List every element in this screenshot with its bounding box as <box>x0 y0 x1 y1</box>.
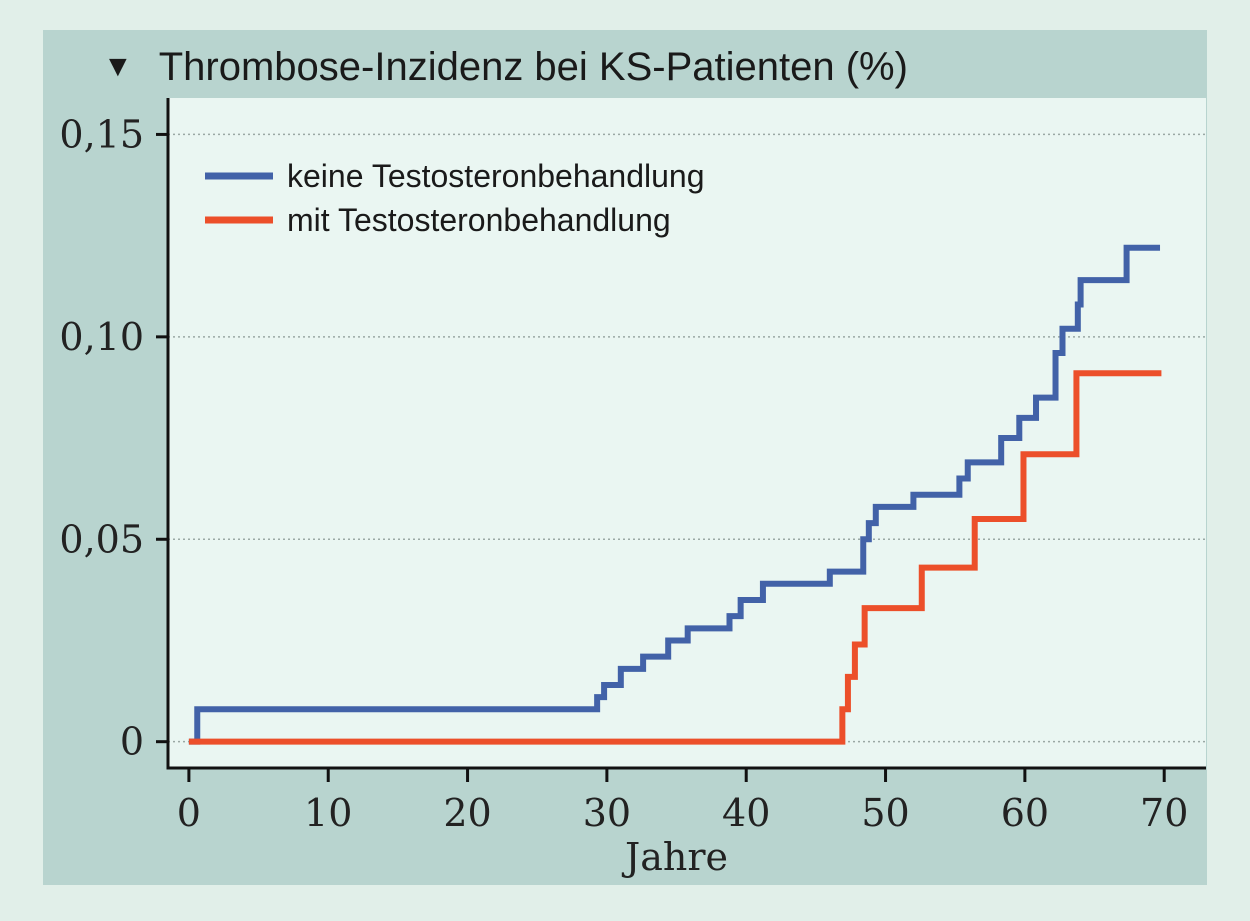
chart-title: Thrombose-Inzidenz bei KS-Patienten (%) <box>158 44 908 89</box>
x-tick-label-3: 30 <box>583 791 631 835</box>
x-tick-label-4: 40 <box>722 791 770 835</box>
chart-figure: ▼ Thrombose-Inzidenz bei KS-Patienten (%… <box>43 30 1207 885</box>
x-tick-label-6: 60 <box>1001 791 1049 835</box>
axes: 0 0,05 0,10 0,15 0 10 20 30 40 50 60 70 <box>59 98 1206 835</box>
y-tick-label-3: 0,15 <box>59 112 144 156</box>
legend-label-1: mit Testosteronbehandlung <box>287 202 671 238</box>
series-line-0 <box>188 244 1161 745</box>
x-axis-title: Jahre <box>621 835 728 879</box>
x-tick-label-5: 50 <box>861 791 909 835</box>
x-tick-label-7: 70 <box>1140 791 1188 835</box>
grid-lines <box>168 133 1206 743</box>
series-layer <box>188 244 1162 745</box>
x-tick-label-0: 0 <box>177 791 201 835</box>
plot-area <box>168 98 1206 768</box>
legend: keine Testosteronbehandlung mit Testoster… <box>205 158 705 238</box>
triangle-down-icon: ▼ <box>103 50 133 83</box>
chart-title-row: ▼ Thrombose-Inzidenz bei KS-Patienten (%… <box>103 42 908 92</box>
chart-svg: 0 0,05 0,10 0,15 0 10 20 30 40 50 60 70 keine Testo… <box>59 98 1206 879</box>
x-tick-label-1: 10 <box>304 791 352 835</box>
x-tick-label-2: 20 <box>443 791 491 835</box>
y-tick-label-1: 0,05 <box>59 517 144 561</box>
y-tick-label-0: 0 <box>120 720 144 764</box>
series-line-1 <box>188 370 1162 745</box>
y-tick-label-2: 0,10 <box>59 315 144 359</box>
legend-label-0: keine Testosteronbehandlung <box>287 158 705 194</box>
